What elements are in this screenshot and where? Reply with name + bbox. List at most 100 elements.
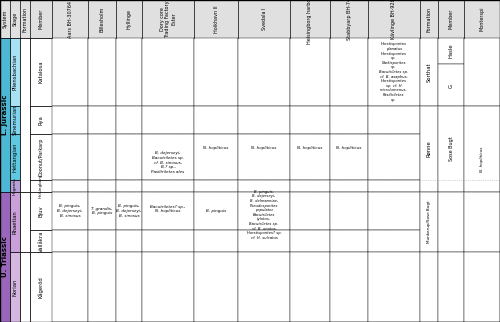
Bar [420, 106, 438, 192]
Text: Formation: Formation [426, 6, 432, 32]
Text: Hyllinge: Hyllinge [126, 9, 132, 29]
Text: B. pinguis,
B. dejerseyi,
B. sinosus: B. pinguis, B. dejerseyi, B. sinosus [58, 204, 82, 218]
Bar [142, 252, 194, 322]
Bar [52, 180, 88, 192]
Bar [238, 192, 290, 230]
Bar [142, 38, 194, 106]
Text: Norian: Norian [12, 278, 18, 296]
Bar [88, 38, 116, 106]
Bar [368, 252, 420, 322]
Bar [330, 134, 368, 180]
Bar [238, 134, 290, 180]
Bar [88, 180, 116, 192]
Text: B. pinguis,
B. dejerseyi,
B. sinosus: B. pinguis, B. dejerseyi, B. sinosus [116, 204, 141, 218]
Text: Hoikhavn II: Hoikhavn II [214, 5, 218, 33]
Text: Stage: Stage [12, 12, 18, 26]
Bar [238, 230, 290, 252]
Bar [20, 38, 30, 192]
Text: T. grandis,
B. pinguis: T. grandis, B. pinguis [92, 207, 112, 215]
Text: Billesholm: Billesholm [100, 6, 104, 32]
Bar [10, 106, 20, 134]
Bar [420, 252, 438, 322]
Bar [142, 192, 194, 230]
Text: Munkerup/Sose Bugt: Munkerup/Sose Bugt [427, 201, 431, 243]
Text: Bacutriletes? sp.,
N. hopliticus: Bacutriletes? sp., N. hopliticus [150, 205, 186, 213]
Bar [142, 134, 194, 180]
Bar [0, 38, 10, 192]
Text: N. hopliticus: N. hopliticus [204, 146, 229, 150]
Bar [30, 180, 52, 192]
Text: Stabbyarp BH-74: Stabbyarp BH-74 [346, 0, 352, 40]
Bar [368, 106, 420, 134]
Text: Sorthat: Sorthat [426, 62, 432, 82]
Bar [238, 252, 290, 322]
Bar [20, 252, 30, 322]
Text: Member: Member [38, 9, 44, 29]
Bar [194, 230, 238, 252]
Bar [30, 230, 52, 252]
Text: Rhaetian: Rhaetian [12, 210, 18, 234]
Bar [116, 106, 142, 134]
Text: B. dejerseyi,
Bacutriletes sp.
cf. B. sinosus,
B.? sp.,
Pasiltriletes ales: B. dejerseyi, Bacutriletes sp. cf. B. si… [152, 151, 184, 174]
Bar [438, 38, 464, 64]
Bar [464, 38, 500, 106]
Text: Katalosa: Katalosa [38, 61, 44, 83]
Text: Helsingborg: Helsingborg [39, 174, 43, 198]
Bar [10, 252, 20, 322]
Text: N. hopliticus: N. hopliticus [336, 146, 361, 150]
Bar [10, 134, 20, 180]
Bar [88, 192, 116, 230]
Bar [238, 180, 290, 192]
Text: Rønne: Rønne [426, 141, 432, 157]
Bar [142, 230, 194, 252]
Bar [290, 106, 330, 134]
Bar [116, 134, 142, 180]
Bar [194, 192, 238, 230]
Bar [438, 192, 464, 252]
Text: Vallåkra: Vallåkra [38, 230, 44, 252]
Bar [194, 106, 238, 134]
Bar [464, 106, 500, 192]
Text: Svedala I: Svedala I [262, 8, 266, 30]
Text: Bjuv: Bjuv [38, 205, 44, 217]
Text: Dory core
Trading Factory
Ester: Dory core Trading Factory Ester [160, 0, 176, 38]
Bar [52, 106, 88, 134]
Bar [88, 106, 116, 134]
Text: Kävlinge BH-928: Kävlinge BH-928 [392, 0, 396, 39]
Bar [330, 106, 368, 134]
Bar [88, 134, 116, 180]
Bar [438, 64, 464, 106]
Bar [0, 0, 500, 38]
Bar [30, 106, 52, 134]
Bar [330, 180, 368, 192]
Bar [290, 230, 330, 252]
Bar [88, 252, 116, 322]
Text: Kågeröd: Kågeröd [38, 276, 44, 298]
Bar [290, 180, 330, 192]
Bar [88, 230, 116, 252]
Bar [438, 252, 464, 322]
Bar [368, 134, 420, 180]
Bar [330, 192, 368, 230]
Bar [420, 38, 438, 106]
Bar [142, 106, 194, 134]
Text: N. hopliticus: N. hopliticus [480, 147, 484, 172]
Bar [116, 252, 142, 322]
Text: Sinemurian: Sinemurian [12, 105, 18, 135]
Text: G.: G. [448, 82, 454, 88]
Text: U. Triassic: U. Triassic [2, 237, 8, 278]
Bar [464, 252, 500, 322]
Bar [20, 192, 30, 252]
Text: Hasle: Hasle [448, 43, 454, 58]
Bar [194, 38, 238, 106]
Bar [238, 38, 290, 106]
Bar [52, 38, 88, 106]
Bar [330, 230, 368, 252]
Bar [464, 192, 500, 252]
Bar [290, 134, 330, 180]
Bar [330, 38, 368, 106]
Bar [10, 38, 20, 106]
Text: N. hopliticus: N. hopliticus [298, 146, 322, 150]
Bar [52, 230, 88, 252]
Text: B. pinguis,
B. dejerseyi,
B. delmanniae,
Pseudosporites
populator,
Bacutriletes
: B. pinguis, B. dejerseyi, B. delmanniae,… [246, 190, 282, 240]
